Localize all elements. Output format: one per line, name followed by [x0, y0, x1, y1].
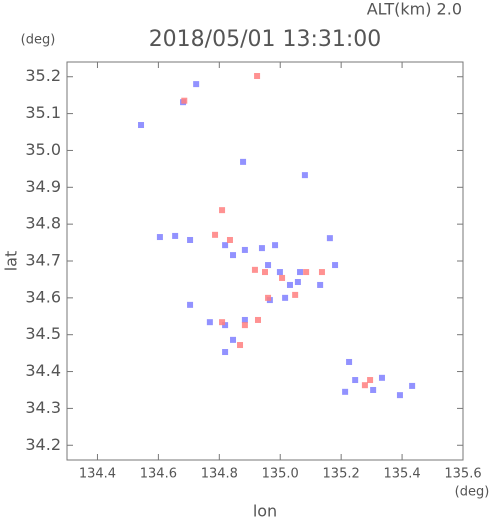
echo-cell [318, 269, 325, 276]
echo-cell [237, 342, 244, 349]
echo-cell [222, 349, 229, 356]
x-tick-label: 134.4 [79, 467, 116, 482]
y-tick-label: 34.7 [25, 251, 61, 270]
echo-cell [172, 232, 179, 239]
echo-cell [396, 392, 403, 399]
echo-cell [193, 81, 200, 88]
echo-cell [346, 358, 353, 365]
echo-cell [226, 236, 233, 243]
echo-cell [279, 274, 286, 281]
y-tick-label: 35.1 [25, 103, 61, 122]
y-tick-label: 35.2 [25, 66, 61, 85]
y-tick-label: 34.6 [25, 287, 61, 306]
x-tick-label: 135.0 [262, 467, 299, 482]
echo-cell [138, 122, 145, 129]
altitude-label: ALT(km) 2.0 [367, 0, 462, 19]
y-axis-label: lat [2, 251, 21, 272]
plot-frame [66, 61, 464, 461]
y-tick-label: 34.2 [25, 435, 61, 454]
echo-cell [222, 242, 229, 249]
x-unit: (deg) [455, 485, 490, 500]
echo-cell [240, 158, 247, 165]
echo-cell [187, 236, 194, 243]
x-tick-label: 134.8 [201, 467, 238, 482]
echo-cell [370, 386, 377, 393]
y-tick-label: 34.3 [25, 398, 61, 417]
echo-cell [241, 246, 248, 253]
echo-cell [251, 266, 258, 273]
y-tick-label: 34.8 [25, 214, 61, 233]
echo-cell [254, 73, 261, 80]
echo-cell [378, 374, 385, 381]
echo-cell [212, 231, 219, 238]
y-unit: (deg) [21, 33, 56, 48]
echo-cell [219, 319, 226, 326]
echo-cell [332, 262, 339, 269]
echo-cell [156, 234, 163, 241]
echo-cell [265, 262, 272, 269]
echo-cell [326, 235, 333, 242]
echo-cell [317, 281, 324, 288]
echo-cell [219, 207, 226, 214]
echo-cell [297, 269, 304, 276]
echo-cell [230, 252, 237, 259]
y-tick-label: 34.5 [25, 324, 61, 343]
echo-cell [342, 388, 349, 395]
echo-cell [409, 382, 416, 389]
echo-cell [367, 377, 374, 384]
echo-cell [241, 316, 248, 323]
echo-cell [272, 242, 279, 249]
echo-cell [241, 322, 248, 329]
echo-cell [262, 269, 268, 276]
y-tick-label: 34.9 [25, 177, 61, 196]
echo-cell [303, 269, 310, 276]
echo-cell [352, 377, 359, 384]
echo-cell [181, 97, 188, 104]
x-axis-label: lon [253, 502, 277, 521]
echo-cell [292, 291, 299, 298]
echo-cell [294, 279, 301, 286]
chart-title: 2018/05/01 13:31:00 [149, 27, 382, 52]
echo-cell [230, 336, 237, 343]
echo-cell [282, 294, 289, 301]
echo-cell [301, 172, 308, 179]
echo-cell [286, 281, 293, 288]
echo-cell [265, 294, 272, 301]
echo-cell [276, 269, 283, 276]
y-tick-label: 35.0 [25, 140, 61, 159]
y-tick-label: 34.4 [25, 361, 61, 380]
x-tick-label: 135.4 [383, 467, 420, 482]
echo-cell [254, 316, 261, 323]
x-tick-label: 135.6 [444, 467, 481, 482]
echo-cell [206, 319, 213, 326]
x-tick-label: 134.6 [140, 467, 177, 482]
echo-cell [222, 322, 229, 329]
x-tick-label: 135.2 [323, 467, 360, 482]
echo-cell [361, 382, 368, 389]
echo-cell [258, 245, 265, 252]
echo-cell [187, 301, 194, 308]
